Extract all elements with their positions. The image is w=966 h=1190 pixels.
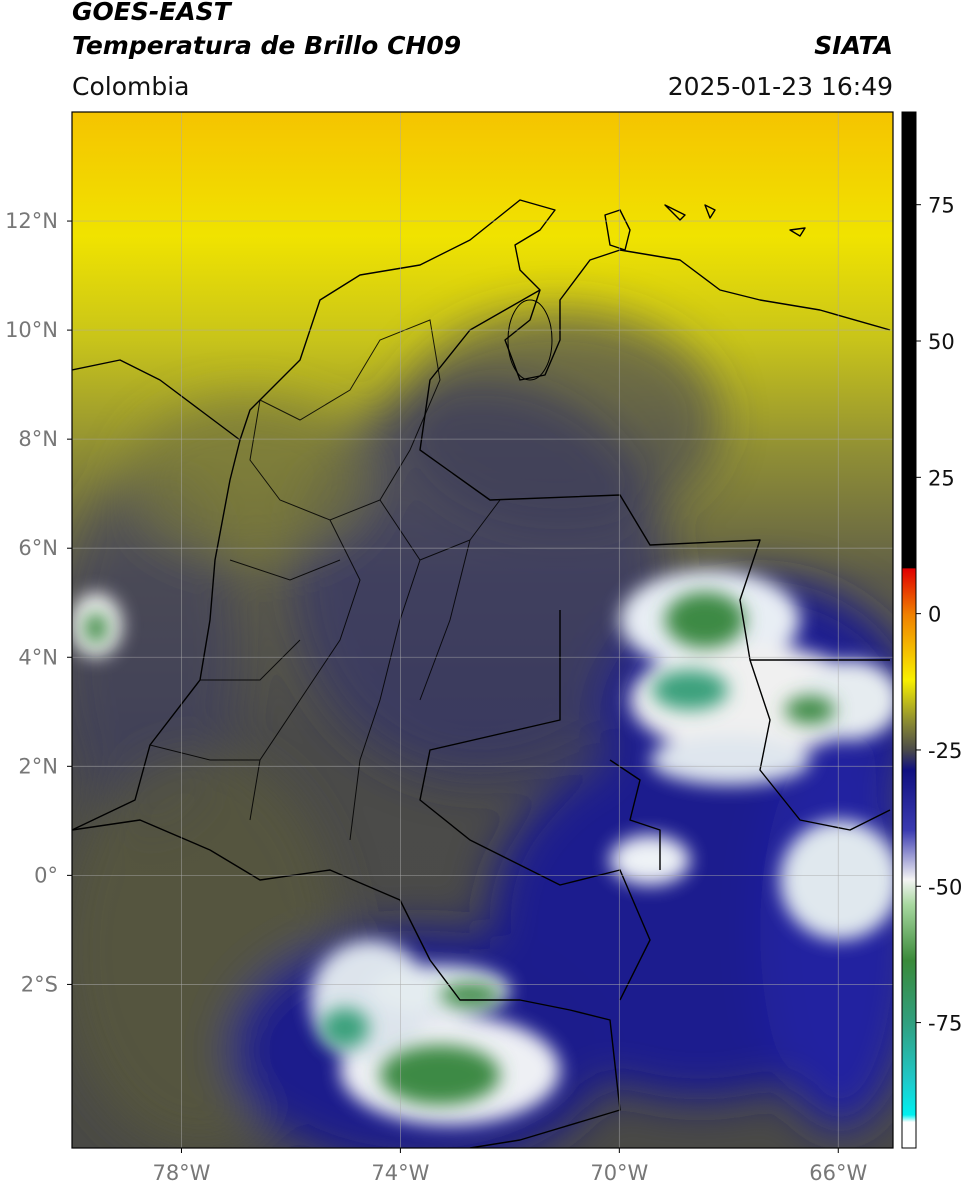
- grid: [72, 112, 893, 1148]
- lat-tick-label: 10°N: [5, 318, 58, 342]
- lon-tick-label: 74°W: [371, 1161, 429, 1185]
- lon-tick-label: 78°W: [152, 1161, 210, 1185]
- agency-label: SIATA: [814, 31, 893, 60]
- map-imagery: [72, 112, 893, 1148]
- lat-tick-label: 8°N: [18, 427, 58, 451]
- lat-tick-label: 6°N: [18, 536, 58, 560]
- lon-tick-label: 66°W: [809, 1161, 867, 1185]
- lat-tick-label: 4°N: [18, 645, 58, 669]
- lat-tick-label: 2°S: [21, 972, 58, 996]
- colorbar-tick-label: -25: [928, 739, 962, 763]
- lat-tick-label: 12°N: [5, 209, 58, 233]
- colorbar-tick-label: 0: [928, 603, 941, 627]
- map-frame: [71, 111, 894, 1149]
- colorbar-tick-label: -75: [928, 1012, 962, 1036]
- lat-tick-label: 2°N: [18, 754, 58, 778]
- colorbar: [901, 111, 917, 1149]
- colorbar-tick-label: -50: [928, 875, 962, 899]
- lon-tick-label: 70°W: [590, 1161, 648, 1185]
- colorbar-tick-label: 50: [928, 330, 955, 354]
- colorbar-tick-label: 75: [928, 194, 955, 218]
- region-label: Colombia: [72, 72, 189, 101]
- colorbar-tick-label: 25: [928, 466, 955, 490]
- datetime-label: 2025-01-23 16:49: [668, 72, 893, 101]
- borders: [72, 199, 891, 1148]
- lat-tick-label: 0°: [34, 863, 58, 887]
- source-title: GOES-EAST: [72, 0, 233, 26]
- product-title: Temperatura de Brillo CH09: [72, 31, 461, 60]
